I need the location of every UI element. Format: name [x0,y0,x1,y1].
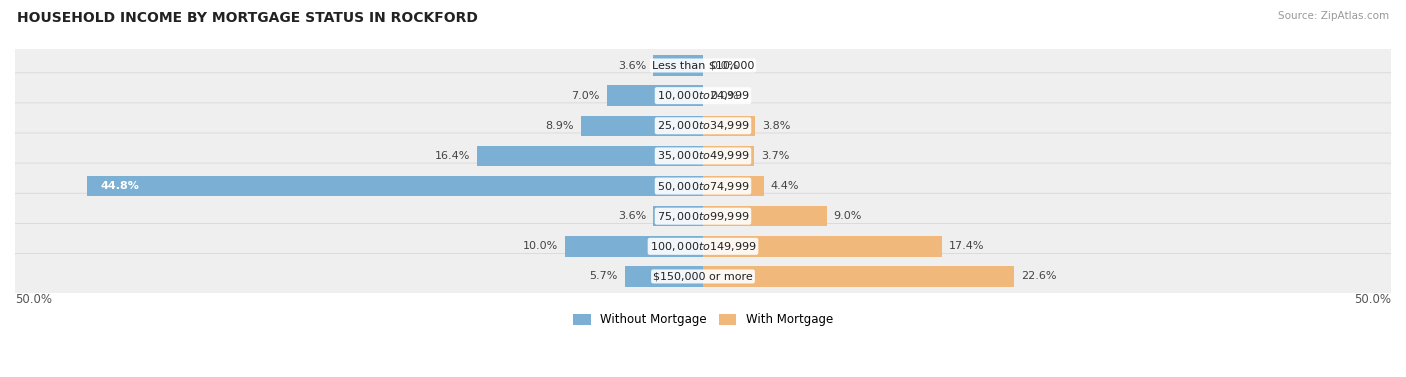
Bar [606,86,703,106]
Text: 16.4%: 16.4% [434,151,471,161]
Bar [565,236,703,257]
Bar [703,115,755,136]
Text: $25,000 to $34,999: $25,000 to $34,999 [657,119,749,132]
Text: 7.0%: 7.0% [571,90,600,101]
Text: $150,000 or more: $150,000 or more [654,271,752,282]
Text: 3.6%: 3.6% [619,60,647,70]
Text: 9.0%: 9.0% [834,211,862,221]
Text: 10.0%: 10.0% [523,241,558,251]
Bar [477,146,703,166]
Bar [703,266,1014,287]
Text: $50,000 to $74,999: $50,000 to $74,999 [657,179,749,193]
Bar [703,206,827,227]
Bar [703,236,942,257]
FancyBboxPatch shape [13,254,1393,299]
Bar [654,55,703,76]
Bar [581,115,703,136]
FancyBboxPatch shape [13,163,1393,209]
FancyBboxPatch shape [13,133,1393,179]
Text: $100,000 to $149,999: $100,000 to $149,999 [650,240,756,253]
FancyBboxPatch shape [13,224,1393,269]
Text: $75,000 to $99,999: $75,000 to $99,999 [657,210,749,223]
Text: Source: ZipAtlas.com: Source: ZipAtlas.com [1278,11,1389,21]
Bar [87,176,703,196]
Text: HOUSEHOLD INCOME BY MORTGAGE STATUS IN ROCKFORD: HOUSEHOLD INCOME BY MORTGAGE STATUS IN R… [17,11,478,25]
FancyBboxPatch shape [13,103,1393,149]
Text: $35,000 to $49,999: $35,000 to $49,999 [657,149,749,162]
Text: 3.7%: 3.7% [761,151,789,161]
Text: 50.0%: 50.0% [1354,293,1391,306]
Text: 44.8%: 44.8% [100,181,139,191]
FancyBboxPatch shape [13,193,1393,239]
Text: 17.4%: 17.4% [949,241,984,251]
Text: 50.0%: 50.0% [15,293,52,306]
Text: 4.4%: 4.4% [770,181,799,191]
FancyBboxPatch shape [13,43,1393,89]
Text: Less than $10,000: Less than $10,000 [652,60,754,70]
FancyBboxPatch shape [13,73,1393,118]
Text: 5.7%: 5.7% [589,271,617,282]
Legend: Without Mortgage, With Mortgage: Without Mortgage, With Mortgage [568,309,838,331]
Text: 3.8%: 3.8% [762,121,790,131]
Text: 8.9%: 8.9% [546,121,574,131]
Text: 0.0%: 0.0% [710,60,738,70]
Text: $10,000 to $24,999: $10,000 to $24,999 [657,89,749,102]
Bar [624,266,703,287]
Text: 22.6%: 22.6% [1021,271,1056,282]
Bar [703,176,763,196]
Bar [703,146,754,166]
Text: 3.6%: 3.6% [619,211,647,221]
Text: 0.0%: 0.0% [710,90,738,101]
Bar [654,206,703,227]
